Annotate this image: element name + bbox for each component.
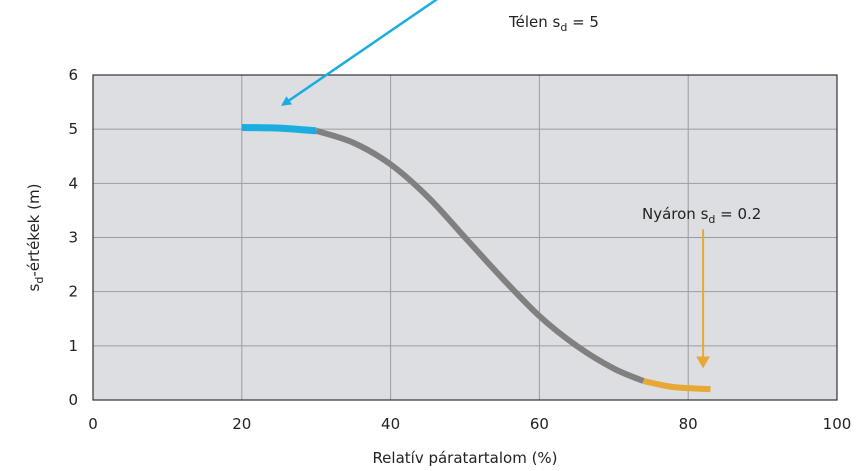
y-tick-label: 6: [68, 66, 78, 84]
plot-border: [92, 74, 838, 401]
annotation-subscript: d: [560, 21, 567, 34]
y-tick-label: 0: [68, 391, 78, 409]
y-axis-ticks: 0 1 2 3 4 5 6: [68, 66, 78, 409]
y-tick-label: 5: [68, 120, 78, 138]
x-tick-label: 0: [88, 415, 98, 433]
x-tick-label: 80: [679, 415, 698, 433]
x-tick-label: 60: [530, 415, 549, 433]
x-axis-ticks: 0 20 40 60 80 100: [88, 415, 851, 433]
x-tick-label: 100: [823, 415, 852, 433]
annotation-text: Nyáron s: [642, 205, 709, 223]
y-axis-label-sub: d: [33, 277, 46, 284]
y-axis-label: sd-értékek (m): [25, 184, 46, 292]
series-line: [241, 124, 711, 393]
annotation-subscript: d: [708, 213, 715, 226]
winter-arrow: [281, 0, 439, 106]
x-tick-label: 40: [381, 415, 400, 433]
annotation-text: Télen s: [508, 13, 561, 31]
x-axis-label: Relatív páratartalom (%): [372, 449, 557, 467]
curve-winter-segment: [241, 124, 317, 135]
x-tick-label: 20: [232, 415, 251, 433]
curve-main-segment: [315, 127, 645, 384]
y-tick-label: 2: [68, 283, 78, 301]
grid-lines: [93, 75, 837, 400]
y-tick-label: 1: [68, 337, 78, 355]
curve-summer-segment: [642, 378, 711, 393]
annotation-value: = 5: [567, 13, 599, 31]
y-tick-label: 4: [68, 174, 78, 192]
y-tick-label: 3: [68, 229, 78, 247]
summer-annotation: Nyáron sd = 0.2: [642, 205, 761, 226]
winter-annotation: Télen sd = 5: [508, 13, 599, 34]
y-axis-label-main: s: [25, 283, 43, 291]
y-axis-label-rest: -értékek (m): [25, 184, 43, 277]
annotation-value: = 0.2: [715, 205, 761, 223]
